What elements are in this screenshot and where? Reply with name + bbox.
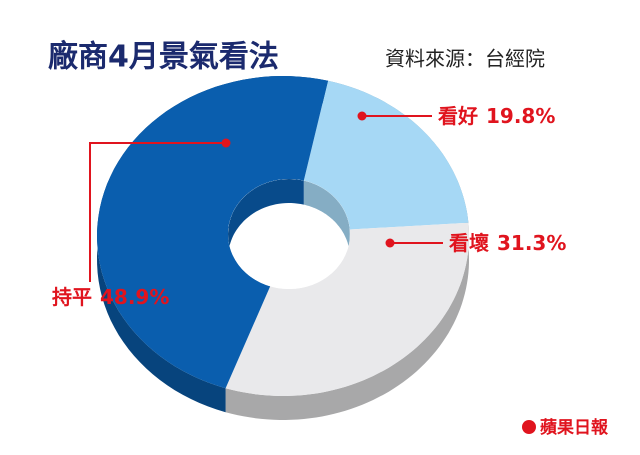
leader-dot	[221, 138, 231, 148]
leader-dot	[385, 238, 395, 248]
source: 資料來源：台經院	[385, 47, 545, 71]
data-label: 看好 19.8%	[438, 104, 555, 128]
credit: 蘋果日報	[540, 417, 609, 438]
slice	[303, 80, 469, 230]
credit-logo: 蘋果日報	[522, 417, 609, 438]
category-label: 看壞	[449, 231, 489, 255]
hole-wall	[303, 180, 350, 254]
value-label: 48.9%	[100, 285, 169, 309]
leader-line	[89, 142, 226, 282]
value-label: 31.3%	[497, 231, 566, 255]
data-label: 看壞 31.3%	[449, 231, 566, 255]
hole-wall	[228, 179, 304, 287]
category-label: 看好	[438, 104, 478, 128]
chart-title: 廠商4月景氣看法	[48, 40, 279, 75]
slice-side	[225, 222, 469, 420]
category-label: 持平	[52, 285, 92, 309]
leader-dot	[357, 111, 367, 121]
apple-icon	[522, 420, 536, 434]
slice	[225, 222, 469, 396]
slice	[97, 76, 328, 389]
value-label: 19.8%	[486, 104, 555, 128]
data-label: 持平 48.9%	[52, 285, 169, 309]
